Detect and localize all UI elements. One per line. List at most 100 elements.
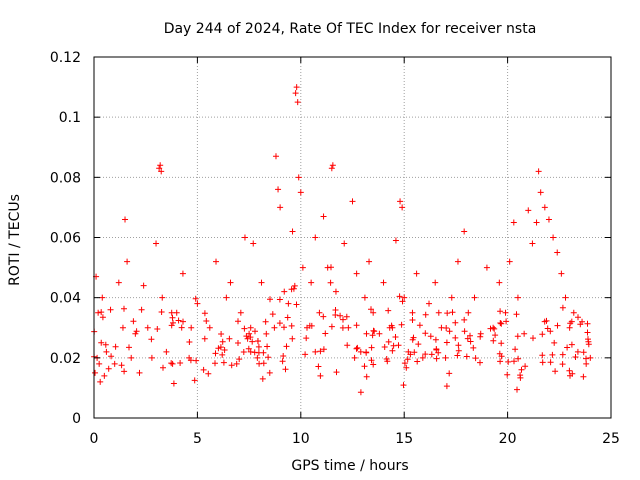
data-point — [506, 258, 513, 265]
data-point — [329, 162, 336, 169]
data-point — [241, 234, 248, 241]
y-tick-label: 0.12 — [50, 50, 81, 66]
data-point — [219, 351, 226, 358]
data-point — [316, 309, 323, 316]
data-point — [392, 237, 399, 244]
data-point — [357, 348, 364, 355]
data-point — [285, 300, 292, 307]
data-point — [156, 165, 163, 172]
data-point — [312, 234, 319, 241]
data-point — [293, 84, 300, 91]
data-point — [461, 228, 468, 235]
data-point — [254, 354, 261, 361]
data-point — [514, 294, 521, 301]
y-tick-label: 0.08 — [50, 170, 81, 186]
data-point — [136, 369, 143, 376]
data-point — [281, 288, 288, 295]
data-point — [132, 330, 139, 337]
data-points-dense-cloud — [91, 264, 592, 396]
data-points — [92, 84, 594, 385]
data-point — [115, 279, 122, 286]
data-point — [454, 258, 461, 265]
data-point — [299, 264, 306, 271]
data-point — [304, 324, 311, 331]
chart-title: Day 244 of 2024, Rate Of TEC Index for r… — [164, 21, 537, 37]
data-point — [250, 240, 257, 247]
data-point — [521, 330, 528, 337]
y-axis-tick-labels: 0 0.02 0.04 0.06 0.08 0.1 0.12 — [50, 50, 81, 427]
data-point — [535, 168, 542, 175]
data-point — [405, 348, 412, 355]
data-point — [353, 270, 360, 277]
x-axis-label: GPS time / hours — [291, 458, 408, 474]
data-point — [341, 240, 348, 247]
data-point — [237, 309, 244, 316]
data-point — [397, 198, 404, 205]
data-point — [490, 324, 497, 331]
data-point — [169, 360, 176, 367]
x-tick-label: 5 — [193, 431, 202, 447]
data-point — [562, 294, 569, 301]
x-tick-label: 15 — [395, 431, 413, 447]
data-point — [583, 360, 590, 367]
data-point — [295, 174, 302, 181]
data-point — [570, 309, 577, 316]
data-point — [529, 240, 536, 247]
y-tick-label: 0.06 — [50, 231, 81, 247]
data-point — [579, 318, 586, 325]
data-point — [272, 153, 279, 160]
data-point — [574, 348, 581, 355]
data-point — [537, 189, 544, 196]
data-point — [361, 294, 368, 301]
data-point — [157, 162, 164, 169]
y-tick-label: 0.02 — [50, 351, 81, 367]
data-point — [148, 354, 155, 361]
data-point — [111, 360, 118, 367]
data-point — [349, 198, 356, 205]
data-point — [432, 279, 439, 286]
data-point — [103, 348, 110, 355]
data-point — [173, 309, 180, 316]
x-tick-label: 0 — [90, 431, 99, 447]
data-point — [158, 168, 165, 175]
x-tick-label: 25 — [602, 431, 620, 447]
data-point — [101, 372, 108, 379]
data-point — [380, 279, 387, 286]
data-point — [308, 279, 315, 286]
data-point — [277, 204, 284, 211]
data-point — [442, 354, 449, 361]
data-point — [419, 354, 426, 361]
data-point — [194, 300, 201, 307]
data-point — [376, 330, 383, 337]
y-axis-label: ROTI / TECUs — [7, 194, 23, 286]
data-point — [275, 186, 282, 193]
data-point — [409, 309, 416, 316]
data-point — [558, 270, 565, 277]
data-point — [324, 264, 331, 271]
data-point — [328, 165, 335, 172]
data-point — [438, 324, 445, 331]
data-point — [289, 228, 296, 235]
data-point — [96, 360, 103, 367]
data-point — [294, 99, 301, 106]
data-point — [124, 258, 131, 265]
data-point — [337, 312, 344, 319]
y-tick-label: 0 — [72, 411, 81, 427]
axis-ticks — [93, 56, 612, 419]
data-point — [370, 309, 377, 316]
data-point — [525, 207, 532, 214]
data-point — [502, 309, 509, 316]
data-point — [179, 270, 186, 277]
data-point — [97, 378, 104, 385]
data-point — [122, 216, 129, 223]
data-point — [266, 369, 273, 376]
data-point — [483, 264, 490, 271]
data-point — [144, 324, 151, 331]
data-point — [550, 234, 557, 241]
data-point — [345, 324, 352, 331]
data-point — [554, 249, 561, 256]
data-point — [477, 330, 484, 337]
data-point — [227, 279, 234, 286]
data-point — [200, 366, 207, 373]
